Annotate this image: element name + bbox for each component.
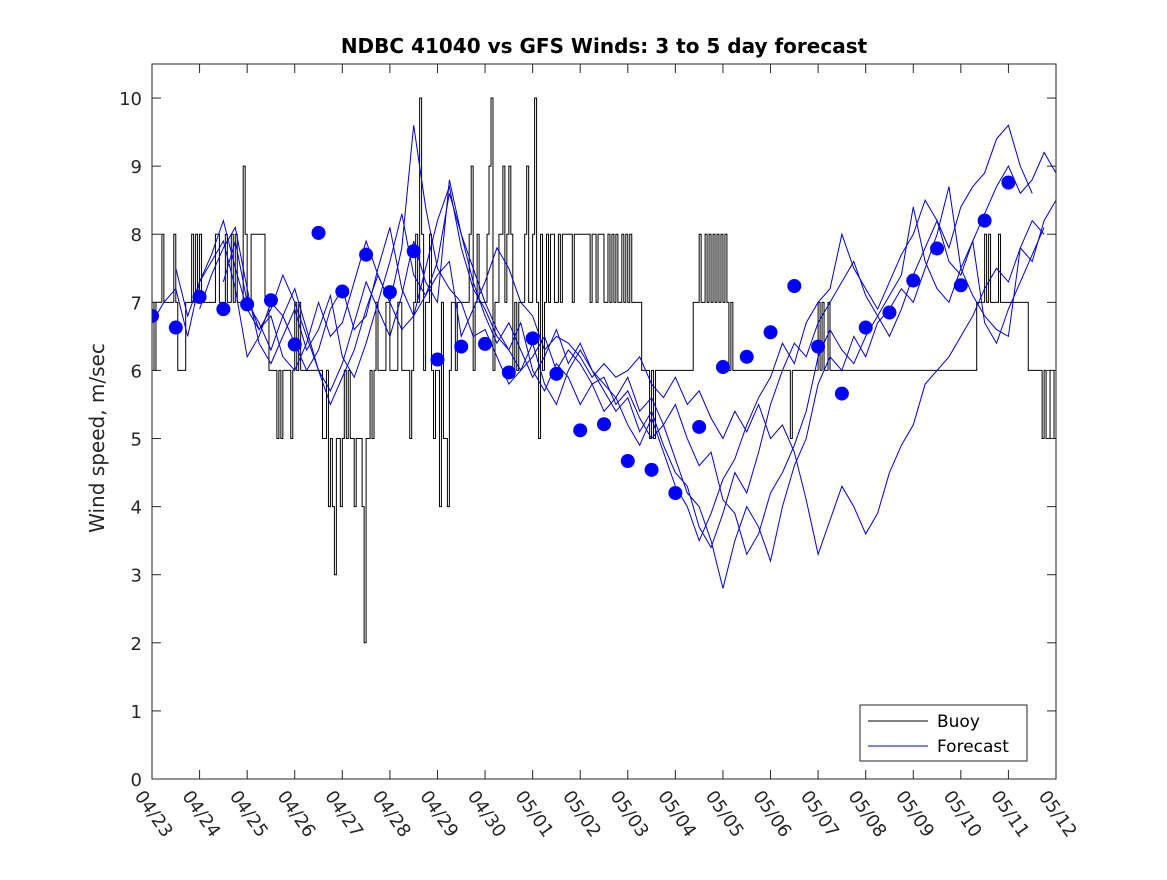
forecast-marker: [550, 367, 563, 380]
x-tick-label: 05/07: [796, 787, 843, 842]
legend-label-forecast: Forecast: [937, 737, 1009, 757]
legend: Buoy Forecast: [860, 705, 1027, 761]
forecast-marker: [479, 337, 492, 350]
x-tick-label: 05/05: [701, 787, 748, 842]
x-tick-label: 04/27: [320, 787, 367, 842]
forecast-marker: [360, 248, 373, 261]
x-tick-label: 05/01: [511, 787, 558, 842]
forecast-marker: [241, 298, 254, 311]
x-tick-label: 04/23: [130, 787, 177, 842]
forecast-marker: [312, 226, 325, 239]
y-tick-label: 2: [131, 634, 142, 655]
plot-data-layer: [146, 98, 1167, 711]
x-tick-label: 04/24: [177, 787, 224, 842]
forecast-marker: [764, 326, 777, 339]
y-tick-label: 6: [131, 361, 142, 382]
x-tick-label: 04/25: [225, 787, 272, 842]
x-tick-label: 05/04: [653, 787, 700, 842]
forecast-marker: [645, 463, 658, 476]
forecast-marker: [455, 340, 468, 353]
y-tick-label: 4: [131, 498, 142, 519]
x-tick-label: 05/09: [891, 787, 938, 842]
forecast-marker: [978, 214, 991, 227]
forecast-marker: [431, 353, 444, 366]
forecast-marker: [883, 306, 896, 319]
series-line-buoy: [152, 98, 1167, 711]
forecast-marker: [859, 321, 872, 334]
x-tick-label: 05/02: [558, 787, 605, 842]
forecast-marker: [407, 245, 420, 258]
y-tick-label: 5: [131, 430, 142, 451]
forecast-marker: [788, 279, 801, 292]
forecast-marker: [526, 332, 539, 345]
y-tick-label: 8: [131, 225, 142, 246]
forecast-marker: [740, 350, 753, 363]
y-axis-label: Wind speed, m/sec: [85, 343, 109, 533]
forecast-marker: [574, 424, 587, 437]
series-line-forecast-run-4: [223, 153, 1068, 548]
legend-label-buoy: Buoy: [937, 712, 980, 732]
y-tick-label: 1: [131, 702, 142, 723]
series-line-forecast-run-5: [247, 125, 1032, 540]
x-tick-label: 04/28: [368, 787, 415, 842]
x-tick-label: 05/11: [986, 787, 1033, 842]
forecast-marker: [835, 387, 848, 400]
x-tick-label: 05/10: [939, 787, 986, 842]
x-tick-label: 04/29: [415, 787, 462, 842]
y-tick-label: 7: [131, 293, 142, 314]
forecast-marker: [812, 340, 825, 353]
x-tick-label: 05/12: [1034, 787, 1081, 842]
forecast-marker: [669, 487, 682, 500]
forecast-marker: [502, 366, 515, 379]
forecast-marker: [907, 274, 920, 287]
x-tick-label: 04/26: [273, 787, 320, 842]
forecast-marker: [1002, 176, 1015, 189]
forecast-marker: [931, 242, 944, 255]
x-tick-label: 05/08: [844, 787, 891, 842]
forecast-marker: [693, 420, 706, 433]
forecast-marker: [288, 338, 301, 351]
forecast-marker: [193, 290, 206, 303]
y-tick-label: 10: [119, 89, 142, 110]
x-tick-label: 05/03: [606, 787, 653, 842]
forecast-marker: [336, 285, 349, 298]
forecast-marker: [169, 321, 182, 334]
forecast-marker: [598, 418, 611, 431]
y-tick-label: 3: [131, 566, 142, 587]
y-tick-label: 9: [131, 157, 142, 178]
forecast-marker: [621, 455, 634, 468]
series-line-forecast-run-2: [176, 125, 1044, 588]
forecast-marker: [954, 279, 967, 292]
forecast-marker: [217, 303, 230, 316]
y-tick-label: 0: [131, 770, 142, 791]
forecast-marker: [264, 294, 277, 307]
x-tick-label: 04/30: [463, 787, 510, 842]
forecast-marker: [383, 286, 396, 299]
x-tick-label: 05/06: [748, 787, 795, 842]
chart-title: NDBC 41040 vs GFS Winds: 3 to 5 day fore…: [341, 34, 868, 58]
forecast-marker: [716, 361, 729, 374]
